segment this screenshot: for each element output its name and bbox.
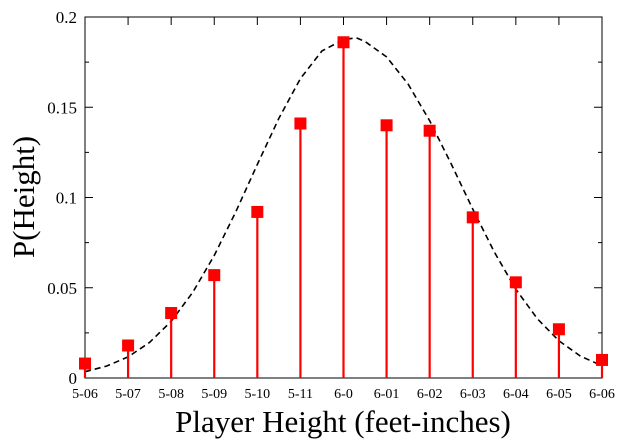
x-tick-label: 6-02: [417, 387, 443, 402]
data-point: [466, 211, 479, 224]
x-tick-label: 5-10: [244, 387, 270, 402]
data-point: [596, 353, 608, 366]
points-layer: [79, 36, 608, 370]
data-point: [122, 339, 135, 352]
y-tick-label: 0.15: [47, 98, 77, 117]
x-tick-label: 5-08: [158, 387, 184, 402]
x-tick-label: 5-09: [201, 387, 227, 402]
x-tick-label: 6-04: [503, 387, 529, 402]
x-tick-label: 6-01: [374, 387, 400, 402]
data-point: [337, 36, 350, 49]
data-point: [294, 117, 307, 130]
x-axis: 5-06 5-07 5-08 5-09 5-10 5-11 6-0 6-01 6-02 6-03 6…: [72, 17, 615, 402]
y-tick-label: 0.05: [47, 279, 77, 298]
data-point: [509, 276, 522, 289]
x-tick-label: 6-0: [334, 387, 353, 402]
data-point: [251, 205, 264, 218]
x-axis-title: Player Height (feet-inches): [175, 404, 511, 439]
x-tick-label: 5-07: [115, 387, 141, 402]
x-tick-label: 6-06: [589, 387, 615, 402]
y-tick-label: 0: [69, 369, 78, 388]
data-point: [165, 307, 178, 320]
x-tick-label: 5-06: [72, 387, 98, 402]
y-tick-label: 0.1: [56, 189, 77, 208]
data-point: [208, 269, 221, 282]
y-axis: 0 0.05 0.1 0.15 0.2: [47, 8, 602, 388]
x-tick-label: 6-03: [460, 387, 486, 402]
data-point: [423, 124, 436, 137]
stems-layer: [83, 42, 604, 378]
data-point: [79, 357, 91, 370]
x-tick-label: 6-05: [546, 387, 572, 402]
y-axis-title: P(Height): [6, 136, 41, 258]
x-tick-label: 5-11: [288, 387, 313, 402]
y-tick-label: 0.2: [56, 8, 77, 27]
data-point: [552, 323, 565, 336]
data-point: [380, 119, 393, 132]
